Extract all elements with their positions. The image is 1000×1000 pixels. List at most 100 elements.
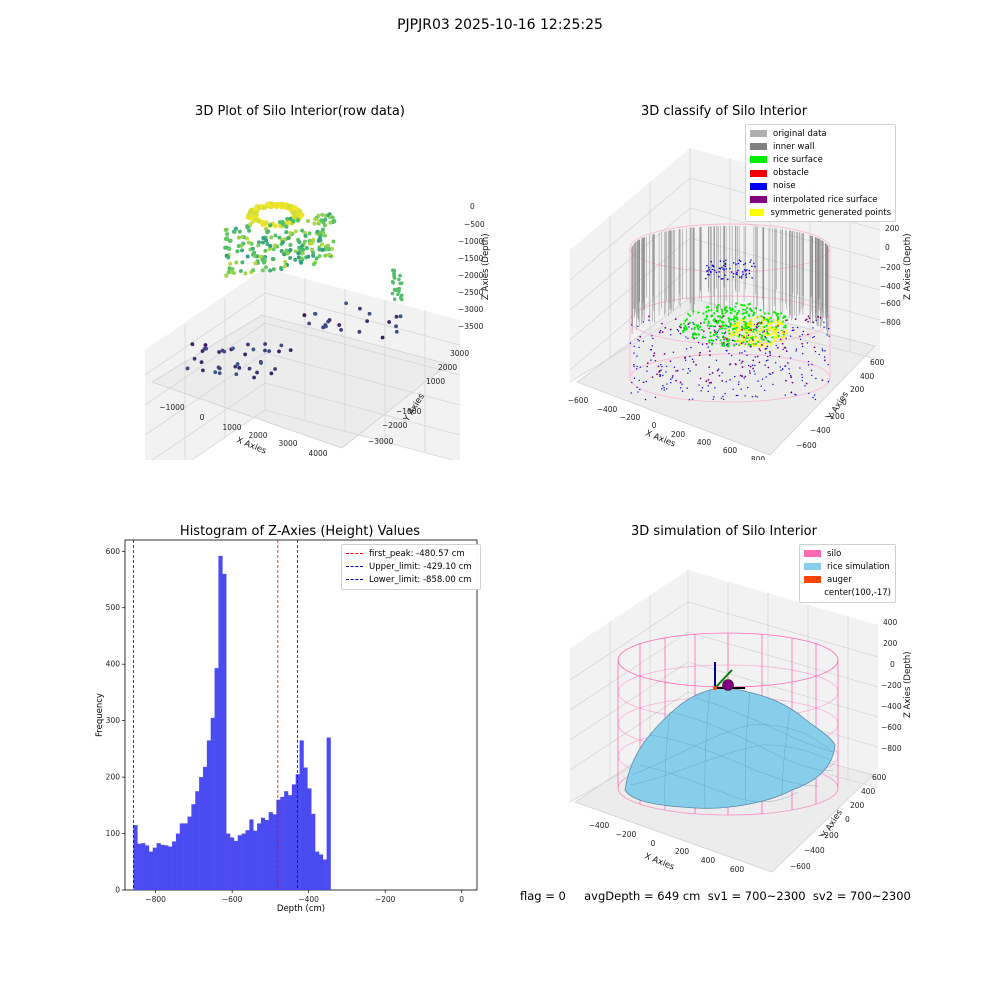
rice-surface-point xyxy=(784,315,787,318)
interpolated-point xyxy=(652,354,655,357)
noise-point xyxy=(788,372,791,375)
histogram-bar xyxy=(233,840,239,890)
rice-surface-point xyxy=(740,334,744,337)
histogram-bar xyxy=(326,737,331,890)
scatter-point xyxy=(260,240,265,245)
histogram-bar xyxy=(222,573,227,890)
raw-plot-title: 3D Plot of Silo Interior(row data) xyxy=(195,104,405,119)
noise-point xyxy=(784,365,786,367)
interpolated-point xyxy=(663,353,666,355)
noise-point xyxy=(701,343,704,345)
noise-point xyxy=(802,330,805,333)
scatter-point xyxy=(299,260,304,265)
classify-xtick: −600 xyxy=(568,396,589,405)
classify-ztick: −800 xyxy=(880,318,901,327)
noise-point xyxy=(799,338,802,341)
scatter-point xyxy=(317,236,322,241)
noise-point xyxy=(710,271,712,274)
rice-surface-point xyxy=(748,315,751,318)
interpolated-point xyxy=(674,318,677,321)
noise-point xyxy=(717,330,719,332)
symmetric-point xyxy=(767,316,770,320)
symmetric-point xyxy=(739,319,743,322)
rice-surface-point xyxy=(707,320,710,323)
interpolated-point xyxy=(705,380,708,383)
noise-point xyxy=(791,329,794,332)
noise-point xyxy=(669,334,672,336)
classify-legend: original data inner wall rice surface ob… xyxy=(745,124,896,223)
y-tick-label: 0 xyxy=(115,886,120,895)
classify-xtick: −200 xyxy=(620,413,641,422)
noise-point xyxy=(742,273,744,276)
noise-point xyxy=(748,370,751,372)
interpolated-point xyxy=(813,346,816,349)
rice-surface-point xyxy=(759,308,762,312)
raw-ytick: 3000 xyxy=(450,349,469,358)
rice-surface-point xyxy=(760,335,763,339)
y-tick-label: 500 xyxy=(106,603,121,612)
noise-point xyxy=(636,365,638,368)
rice-surface-point xyxy=(729,322,732,325)
noise-point xyxy=(767,355,769,358)
noise-point xyxy=(734,375,736,378)
rice-surface-point xyxy=(784,324,787,327)
noise-point xyxy=(815,319,817,322)
noise-point xyxy=(737,269,739,272)
classify-ytick: 400 xyxy=(860,372,875,381)
scatter-point xyxy=(243,271,248,276)
rice-surface-point xyxy=(764,337,768,340)
raw-scatter-points xyxy=(185,201,404,380)
rice-surface-point xyxy=(728,318,731,321)
histogram-bar xyxy=(141,843,146,890)
noise-point xyxy=(708,266,710,269)
scatter-point xyxy=(367,311,372,316)
noise-point xyxy=(713,329,715,332)
noise-point xyxy=(795,348,798,350)
histogram-bar xyxy=(214,668,219,890)
rice-surface-point xyxy=(710,314,713,317)
noise-point xyxy=(707,273,709,276)
histogram-bar xyxy=(280,796,285,890)
scatter-point xyxy=(317,247,322,252)
rice-surface-point xyxy=(729,311,732,315)
noise-point xyxy=(708,274,710,276)
interpolated-point xyxy=(786,362,789,364)
scatter-point xyxy=(396,292,400,297)
legend-item-lower-limit: Lower_limit: -858.00 cm xyxy=(346,573,476,586)
interpolated-point xyxy=(771,371,774,374)
noise-point xyxy=(789,357,792,359)
raw-ytick: −2000 xyxy=(382,421,408,430)
scatter-point xyxy=(297,208,303,213)
symmetric-point xyxy=(780,340,783,343)
legend-swatch xyxy=(750,182,767,190)
scatter-point xyxy=(291,219,296,224)
histogram-bar xyxy=(179,823,184,890)
scatter-point xyxy=(282,252,287,257)
noise-point xyxy=(673,366,676,368)
noise-point xyxy=(659,329,662,332)
scatter-point xyxy=(288,255,293,260)
interpolated-point xyxy=(760,321,763,324)
scatter-point xyxy=(296,218,301,223)
symmetric-point xyxy=(764,332,767,335)
noise-point xyxy=(796,326,799,329)
noise-point xyxy=(738,381,740,383)
rice-surface-point xyxy=(720,308,723,311)
noise-point xyxy=(804,385,806,387)
classify-ztick: −600 xyxy=(880,299,901,308)
interpolated-point xyxy=(658,331,661,334)
histogram-bar xyxy=(299,740,304,890)
scatter-point xyxy=(323,233,328,238)
noise-point xyxy=(757,380,759,382)
interpolated-point xyxy=(790,376,793,379)
noise-point xyxy=(717,368,720,370)
scatter-point xyxy=(326,243,331,248)
interpolated-point xyxy=(755,326,758,329)
scatter-point xyxy=(202,347,207,351)
rice-surface-point xyxy=(695,333,698,336)
symmetric-point xyxy=(754,332,757,335)
scatter-point xyxy=(227,246,232,251)
noise-point xyxy=(766,331,769,333)
symmetric-point xyxy=(752,322,755,325)
auger-icon xyxy=(713,662,745,691)
